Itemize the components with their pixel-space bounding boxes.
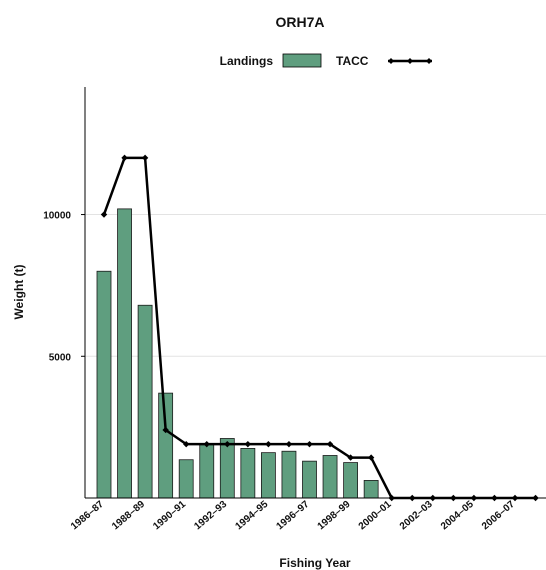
tacc-point-13 xyxy=(367,454,375,461)
x-tick-label-0: 1986–87 xyxy=(69,499,106,533)
y-tick-label-0: 5000 xyxy=(49,352,72,363)
tacc-point-8 xyxy=(265,440,272,448)
x-tick-label-8: 1994–95 xyxy=(233,499,270,533)
tacc-point-6 xyxy=(224,440,231,448)
landings-bar-10 xyxy=(302,460,317,499)
tacc-point-4 xyxy=(183,440,190,448)
legend-swatch-landings xyxy=(282,53,322,68)
y-axis-title: Weight (t) xyxy=(12,264,26,319)
landings-bar-3 xyxy=(158,392,174,499)
legend-label-landings: Landings xyxy=(220,54,274,68)
landings-bar-6 xyxy=(219,438,235,499)
tacc-point-12 xyxy=(347,454,354,461)
x-tick-labels: 1986–87 1988–89 1990–91 1992–93 1994–95 1996–… xyxy=(69,499,517,533)
x-tick-label-12: 1998–99 xyxy=(316,499,353,533)
y-tick-labels: 5000 10000 xyxy=(43,211,85,363)
gridlines xyxy=(85,214,546,357)
landings-bar-1 xyxy=(117,208,132,499)
x-tick-label-10: 1996–97 xyxy=(275,499,312,533)
legend-marker-2 xyxy=(426,58,432,64)
tacc-point-10 xyxy=(306,440,313,448)
x-axis-title: Fishing Year xyxy=(279,556,350,570)
legend-marker-0 xyxy=(388,58,394,64)
tacc-point-0 xyxy=(100,211,108,218)
landings-bar-11 xyxy=(322,455,338,499)
landings-bar-8 xyxy=(260,452,276,499)
x-tick-label-6: 1992–93 xyxy=(192,499,229,533)
tacc-point-5 xyxy=(203,440,210,448)
y-tick-label-1: 10000 xyxy=(43,211,71,222)
legend-label-tacc: TACC xyxy=(336,54,369,68)
tacc-point-11 xyxy=(326,440,334,448)
tacc-point-7 xyxy=(244,440,252,448)
x-tick-label-14: 2000–01 xyxy=(357,499,394,533)
tacc-point-9 xyxy=(285,440,293,448)
landings-bar-13 xyxy=(363,480,379,499)
landings-bar-9 xyxy=(281,450,297,499)
landings-bar-12 xyxy=(343,462,359,499)
tacc-point-3 xyxy=(162,426,169,434)
landings-bar-7 xyxy=(240,447,256,499)
landings-bar-5 xyxy=(199,443,215,499)
legend: Landings TACC xyxy=(220,53,432,68)
x-tick-label-4: 1990–91 xyxy=(151,499,188,533)
tacc-point-1 xyxy=(121,154,128,162)
legend-line-tacc xyxy=(388,58,432,64)
landings-bar-0 xyxy=(96,270,112,499)
chart-title: ORH7A xyxy=(275,14,324,30)
landings-bars xyxy=(96,208,379,499)
x-tick-label-16: 2002–03 xyxy=(398,499,435,533)
x-tick-label-18: 2004–05 xyxy=(439,499,476,533)
x-tick-label-2: 1988–89 xyxy=(110,499,147,533)
legend-marker-1 xyxy=(407,58,413,64)
landings-bar-2 xyxy=(137,304,153,499)
x-tick-label-20: 2006–07 xyxy=(480,499,517,533)
tacc-point-2 xyxy=(141,154,149,162)
landings-bar-4 xyxy=(178,459,194,499)
